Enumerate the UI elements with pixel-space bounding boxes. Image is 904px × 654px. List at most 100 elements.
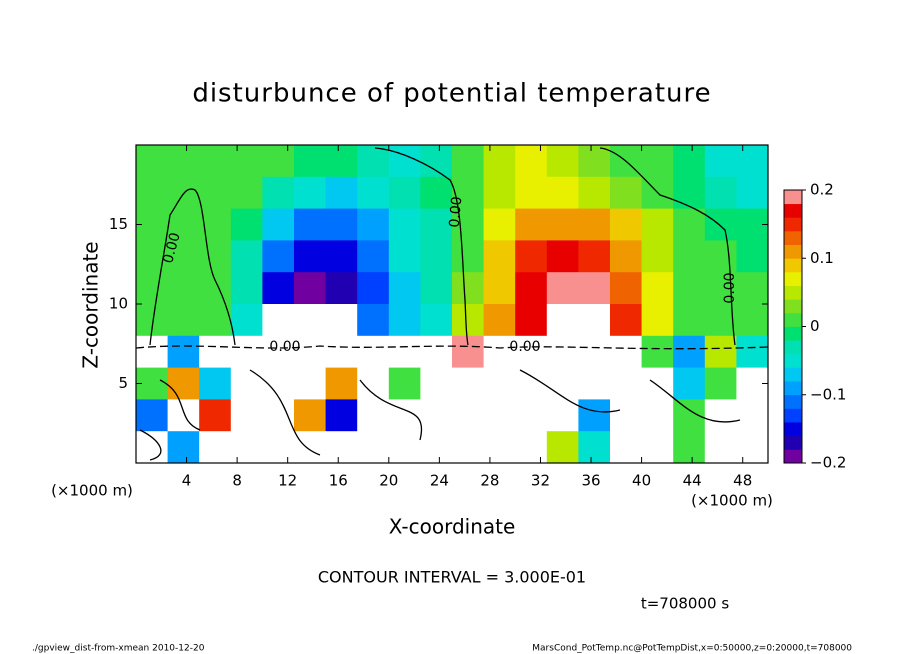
heatmap-cell	[641, 304, 674, 337]
heatmap-cell	[736, 272, 769, 305]
heatmap-cell	[515, 367, 548, 400]
heatmap-cell	[325, 304, 358, 337]
heatmap-cell	[704, 335, 737, 369]
y-tick-label: 10	[109, 295, 128, 313]
heatmap-cell	[420, 335, 453, 369]
heatmap-cell	[673, 208, 706, 241]
heatmap-cell	[294, 431, 327, 464]
heatmap-cell	[483, 431, 516, 464]
heatmap-cell	[357, 335, 390, 369]
y-unit-label: (×1000 m)	[51, 482, 133, 500]
y-tick-label: 15	[109, 215, 128, 233]
heatmap-cell	[452, 431, 485, 464]
heatmap-cell	[546, 240, 579, 273]
heatmap-cell	[357, 208, 390, 241]
heatmap-cell	[325, 431, 358, 464]
heatmap-cell	[199, 399, 232, 432]
heatmap-cell	[483, 208, 516, 241]
colorbar-swatch	[784, 244, 802, 259]
colorbar-tick-label: 0	[810, 317, 820, 335]
heatmap-cell	[167, 335, 200, 369]
heatmap-cell	[578, 176, 611, 210]
heatmap-cell	[704, 431, 737, 464]
heatmap-cell	[294, 145, 327, 178]
heatmap-cell	[294, 335, 327, 369]
heatmap-cell	[325, 399, 358, 432]
heatmap-cell	[167, 240, 200, 273]
contour-line	[599, 147, 736, 346]
heatmap-cell	[736, 399, 769, 432]
heatmap-cell	[199, 335, 232, 369]
heatmap-cell	[515, 240, 548, 273]
colorbar-tick-label: −0.1	[810, 385, 846, 403]
heatmap-cell	[262, 431, 295, 464]
heatmap-cell	[136, 431, 169, 464]
heatmap-cell	[546, 176, 579, 210]
heatmap-cell	[704, 240, 737, 273]
x-axis-label: X-coordinate	[389, 515, 516, 539]
heatmap-cell	[483, 240, 516, 273]
x-unit-label: (×1000 m)	[691, 492, 773, 510]
x-tick-label: 48	[733, 472, 752, 490]
heatmap-cell	[230, 145, 263, 178]
heatmap-cell	[610, 431, 643, 464]
heatmap-cell	[357, 367, 390, 400]
x-tick-label: 16	[329, 472, 348, 490]
heatmap-cell	[230, 367, 263, 400]
heatmap-cell	[357, 145, 390, 178]
heatmap-cell	[420, 399, 453, 432]
colorbar-tick-label: 0.1	[810, 249, 834, 267]
heatmap-cell	[641, 240, 674, 273]
heatmap-cell	[578, 335, 611, 369]
heatmap-cell	[641, 145, 674, 178]
heatmap-cell	[515, 335, 548, 369]
heatmap-cell	[167, 208, 200, 241]
heatmap-cell	[546, 399, 579, 432]
heatmap-cell	[641, 208, 674, 241]
heatmap-cell	[515, 208, 548, 241]
heatmap-cell	[420, 176, 453, 210]
time-label: t=708000 s	[641, 595, 729, 613]
colorbar: −0.2 −0.1 0 0.1 0.2	[783, 181, 846, 472]
heatmap-cell	[262, 208, 295, 241]
heatmap-cell	[452, 240, 485, 273]
heatmap-cell	[704, 208, 737, 241]
heatmap-cell	[704, 399, 737, 432]
colorbar-swatch	[784, 422, 802, 437]
heatmap-cell	[262, 399, 295, 432]
heatmap-cell	[420, 272, 453, 305]
heatmap-cell	[388, 176, 421, 210]
heatmap-cell	[483, 367, 516, 400]
heatmap-cell	[199, 272, 232, 305]
heatmap-cell	[262, 304, 295, 337]
heatmap-cell	[610, 272, 643, 305]
heatmap-cell	[610, 304, 643, 337]
heatmap-cell	[736, 335, 769, 369]
x-tick-label: 12	[278, 472, 297, 490]
heatmap-cell	[420, 208, 453, 241]
heatmap-cell	[673, 240, 706, 273]
heatmap-cell	[136, 145, 169, 178]
contour-line	[374, 147, 469, 346]
heatmap-cell	[673, 431, 706, 464]
heatmap-cell	[167, 272, 200, 305]
heatmap-cell	[262, 145, 295, 178]
heatmap-cell	[388, 304, 421, 337]
heatmap-cell	[199, 240, 232, 273]
heatmap-cell	[452, 399, 485, 432]
heatmap-cell	[515, 399, 548, 432]
heatmap-cell	[452, 145, 485, 178]
heatmap-cell	[641, 335, 674, 369]
colorbar-swatch	[784, 285, 802, 300]
heatmap-cell	[388, 145, 421, 178]
heatmap-cell	[483, 176, 516, 210]
heatmap-cell	[357, 304, 390, 337]
heatmap-cell	[420, 431, 453, 464]
heatmap-cell	[325, 335, 358, 369]
heatmap-cell	[578, 367, 611, 400]
y-axis-label: Z-coordinate	[79, 241, 103, 368]
heatmap-cell	[736, 240, 769, 273]
contour-label: 0.00	[509, 339, 540, 355]
heatmap-cell	[578, 431, 611, 464]
heatmap-cell	[167, 145, 200, 178]
